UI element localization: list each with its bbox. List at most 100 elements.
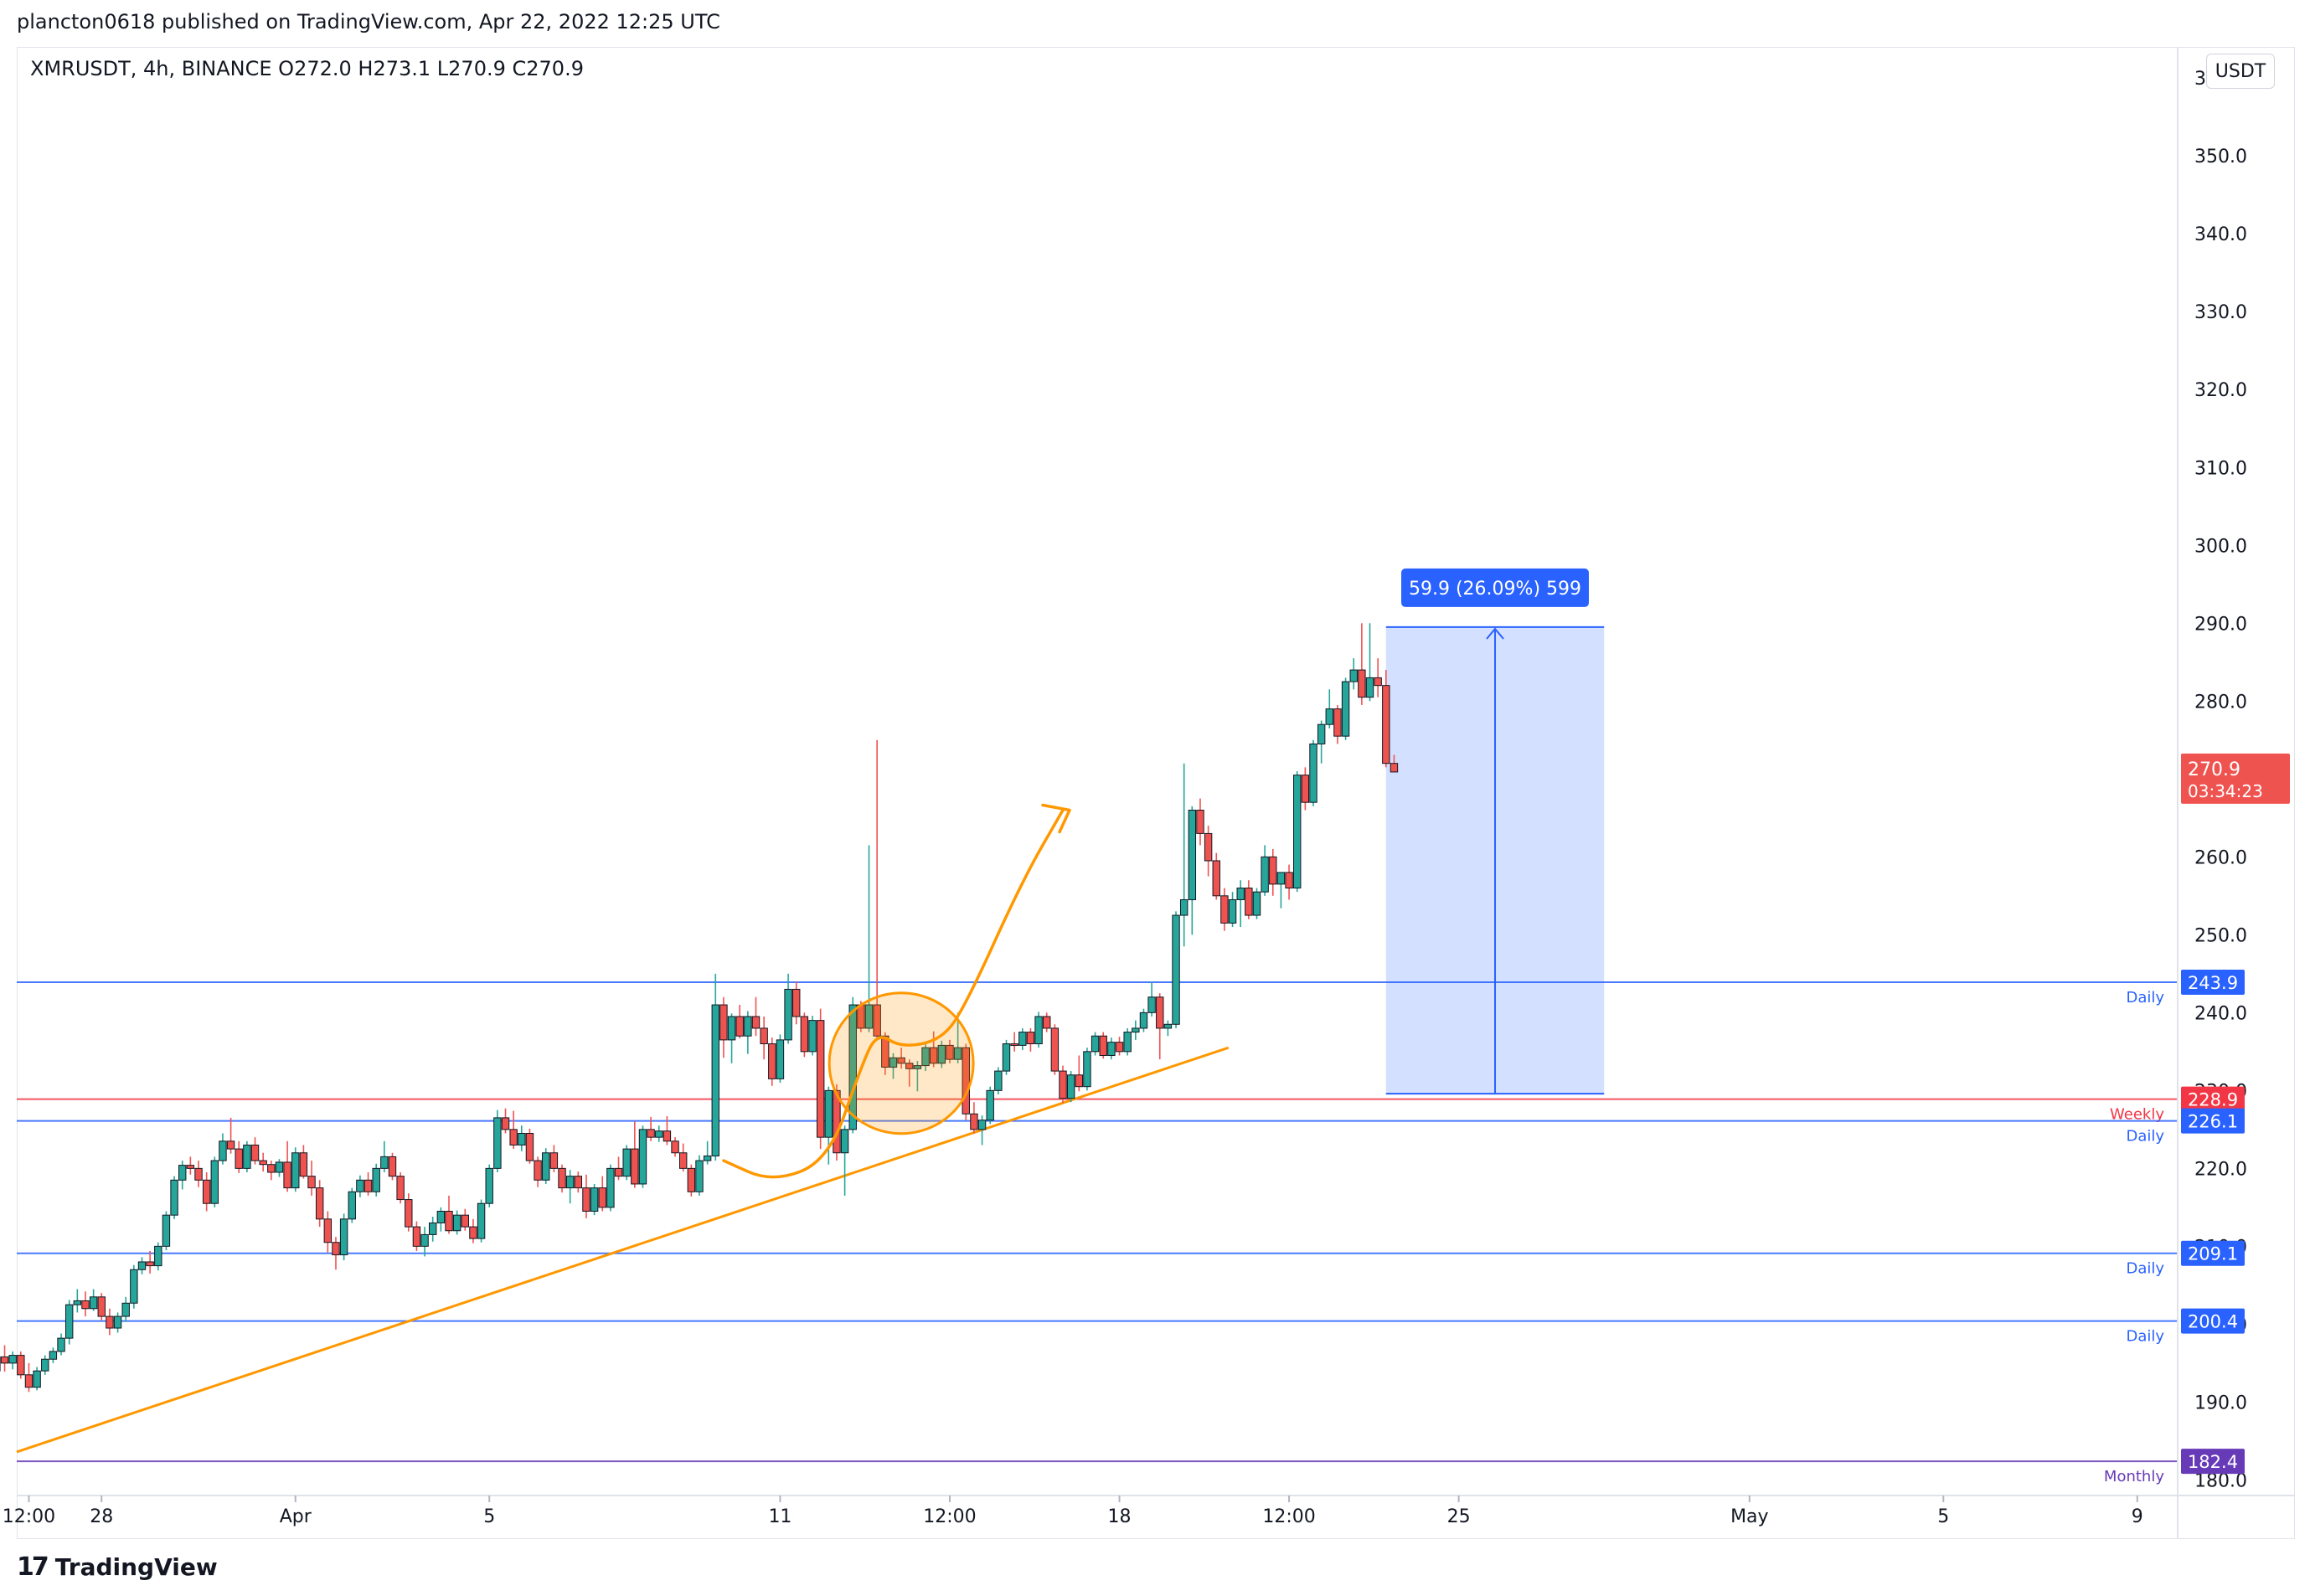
currency-selector[interactable]: USDT (2206, 54, 2275, 89)
candle-body (582, 1187, 590, 1212)
candle-body (744, 1016, 752, 1037)
candle-body (283, 1161, 291, 1189)
tradingview-logo-icon: 17 (17, 1552, 49, 1582)
candle-body (348, 1191, 356, 1220)
tradingview-logo[interactable]: 17 TradingView (17, 1552, 218, 1582)
candle-body (186, 1165, 195, 1169)
candle-body (1018, 1032, 1027, 1046)
candle-body (1276, 872, 1286, 885)
price-tick-label: 350.0 (2194, 147, 2247, 167)
candle-body (1220, 895, 1229, 924)
time-tick-label: 18 (1108, 1506, 1132, 1527)
candle-body (1293, 775, 1302, 889)
candle-body (962, 1047, 970, 1115)
chart-frame (17, 47, 2295, 1539)
candle-body (1147, 996, 1156, 1013)
candle-body (565, 1176, 575, 1189)
candle-body (1188, 810, 1197, 900)
candle-body (405, 1199, 413, 1228)
candle-body (113, 1315, 122, 1329)
candle-body (1050, 1027, 1060, 1072)
time-tick-label: 9 (2132, 1506, 2143, 1527)
candle-body (905, 1063, 914, 1069)
time-tick-label: 12:00 (3, 1506, 55, 1527)
candle-body (671, 1140, 679, 1154)
candle-body (429, 1222, 437, 1235)
price-tick-label: 320.0 (2194, 380, 2247, 401)
candle-body (243, 1144, 251, 1169)
candle-body (808, 1020, 817, 1053)
projected-path-arrow (722, 808, 1065, 1179)
candle-body (493, 1117, 502, 1169)
last-price-badge (2181, 753, 2290, 804)
level-price-label: 243.9 (2188, 973, 2238, 993)
candle-body (937, 1044, 946, 1064)
candle-body (178, 1165, 187, 1181)
candle-body (469, 1226, 477, 1239)
candle-body (130, 1269, 138, 1304)
candles-layer (0, 623, 1399, 1393)
time-tick-label: 25 (1447, 1506, 1471, 1527)
candle-body (219, 1140, 227, 1161)
candle-body (542, 1152, 550, 1181)
candle-body (606, 1167, 615, 1208)
candle-body (24, 1374, 34, 1388)
candle-body (154, 1245, 162, 1267)
candle-body (501, 1117, 510, 1130)
candle-body (137, 1261, 147, 1270)
candle-body (760, 1027, 768, 1045)
annotation-layer (722, 803, 1071, 1179)
candle-body (1269, 856, 1277, 885)
candle-body (1212, 860, 1220, 897)
candle-body (1349, 669, 1358, 682)
candle-body (509, 1129, 518, 1146)
candle-body (1333, 708, 1342, 737)
price-tick-label: 300.0 (2194, 536, 2247, 557)
candle-body (332, 1242, 340, 1256)
candle-body (751, 1016, 761, 1029)
candle-body (735, 1016, 744, 1037)
tradingview-brand-text: TradingView (54, 1553, 218, 1581)
candle-body (679, 1152, 688, 1169)
level-price-label: 228.9 (2188, 1090, 2238, 1110)
candle-body (518, 1133, 526, 1146)
candle-body (275, 1161, 284, 1173)
candle-body (1317, 723, 1326, 744)
candle-body (1123, 1032, 1132, 1053)
candle-body (1341, 681, 1350, 737)
price-tick-label: 190.0 (2194, 1393, 2247, 1413)
candle-body (461, 1214, 469, 1228)
level-price-badge (2181, 1240, 2245, 1266)
last-price-label: 270.9 (2188, 759, 2240, 780)
candle-body (970, 1113, 978, 1130)
candle-body (235, 1148, 243, 1169)
candle-body (549, 1152, 559, 1169)
candle-body (1196, 810, 1204, 834)
price-tick-label: 180.0 (2194, 1470, 2247, 1491)
level-price-label: 209.1 (2188, 1244, 2238, 1264)
candle-body (1139, 1012, 1148, 1029)
time-tick-label: Apr (280, 1506, 312, 1527)
candle-body (614, 1167, 623, 1177)
candle-body (170, 1179, 178, 1216)
level-tag: Daily (2126, 1128, 2164, 1146)
candle-body (840, 1129, 849, 1154)
candle-body (1099, 1035, 1107, 1056)
candle-body (420, 1233, 429, 1247)
candle-body (655, 1130, 663, 1138)
candle-body (1252, 891, 1261, 916)
candle-body (477, 1202, 486, 1239)
candle-body (1043, 1016, 1051, 1029)
candle-body (1374, 677, 1382, 687)
candle-body (695, 1160, 704, 1192)
candle-body (647, 1129, 655, 1138)
price-tick-label: 280.0 (2194, 692, 2247, 713)
candle-body (210, 1160, 219, 1204)
candle-body (73, 1300, 82, 1305)
candle-body (929, 1047, 938, 1064)
candle-body (202, 1179, 211, 1204)
candle-body (485, 1167, 493, 1204)
candle-body (727, 1016, 736, 1041)
candle-body (364, 1179, 373, 1192)
